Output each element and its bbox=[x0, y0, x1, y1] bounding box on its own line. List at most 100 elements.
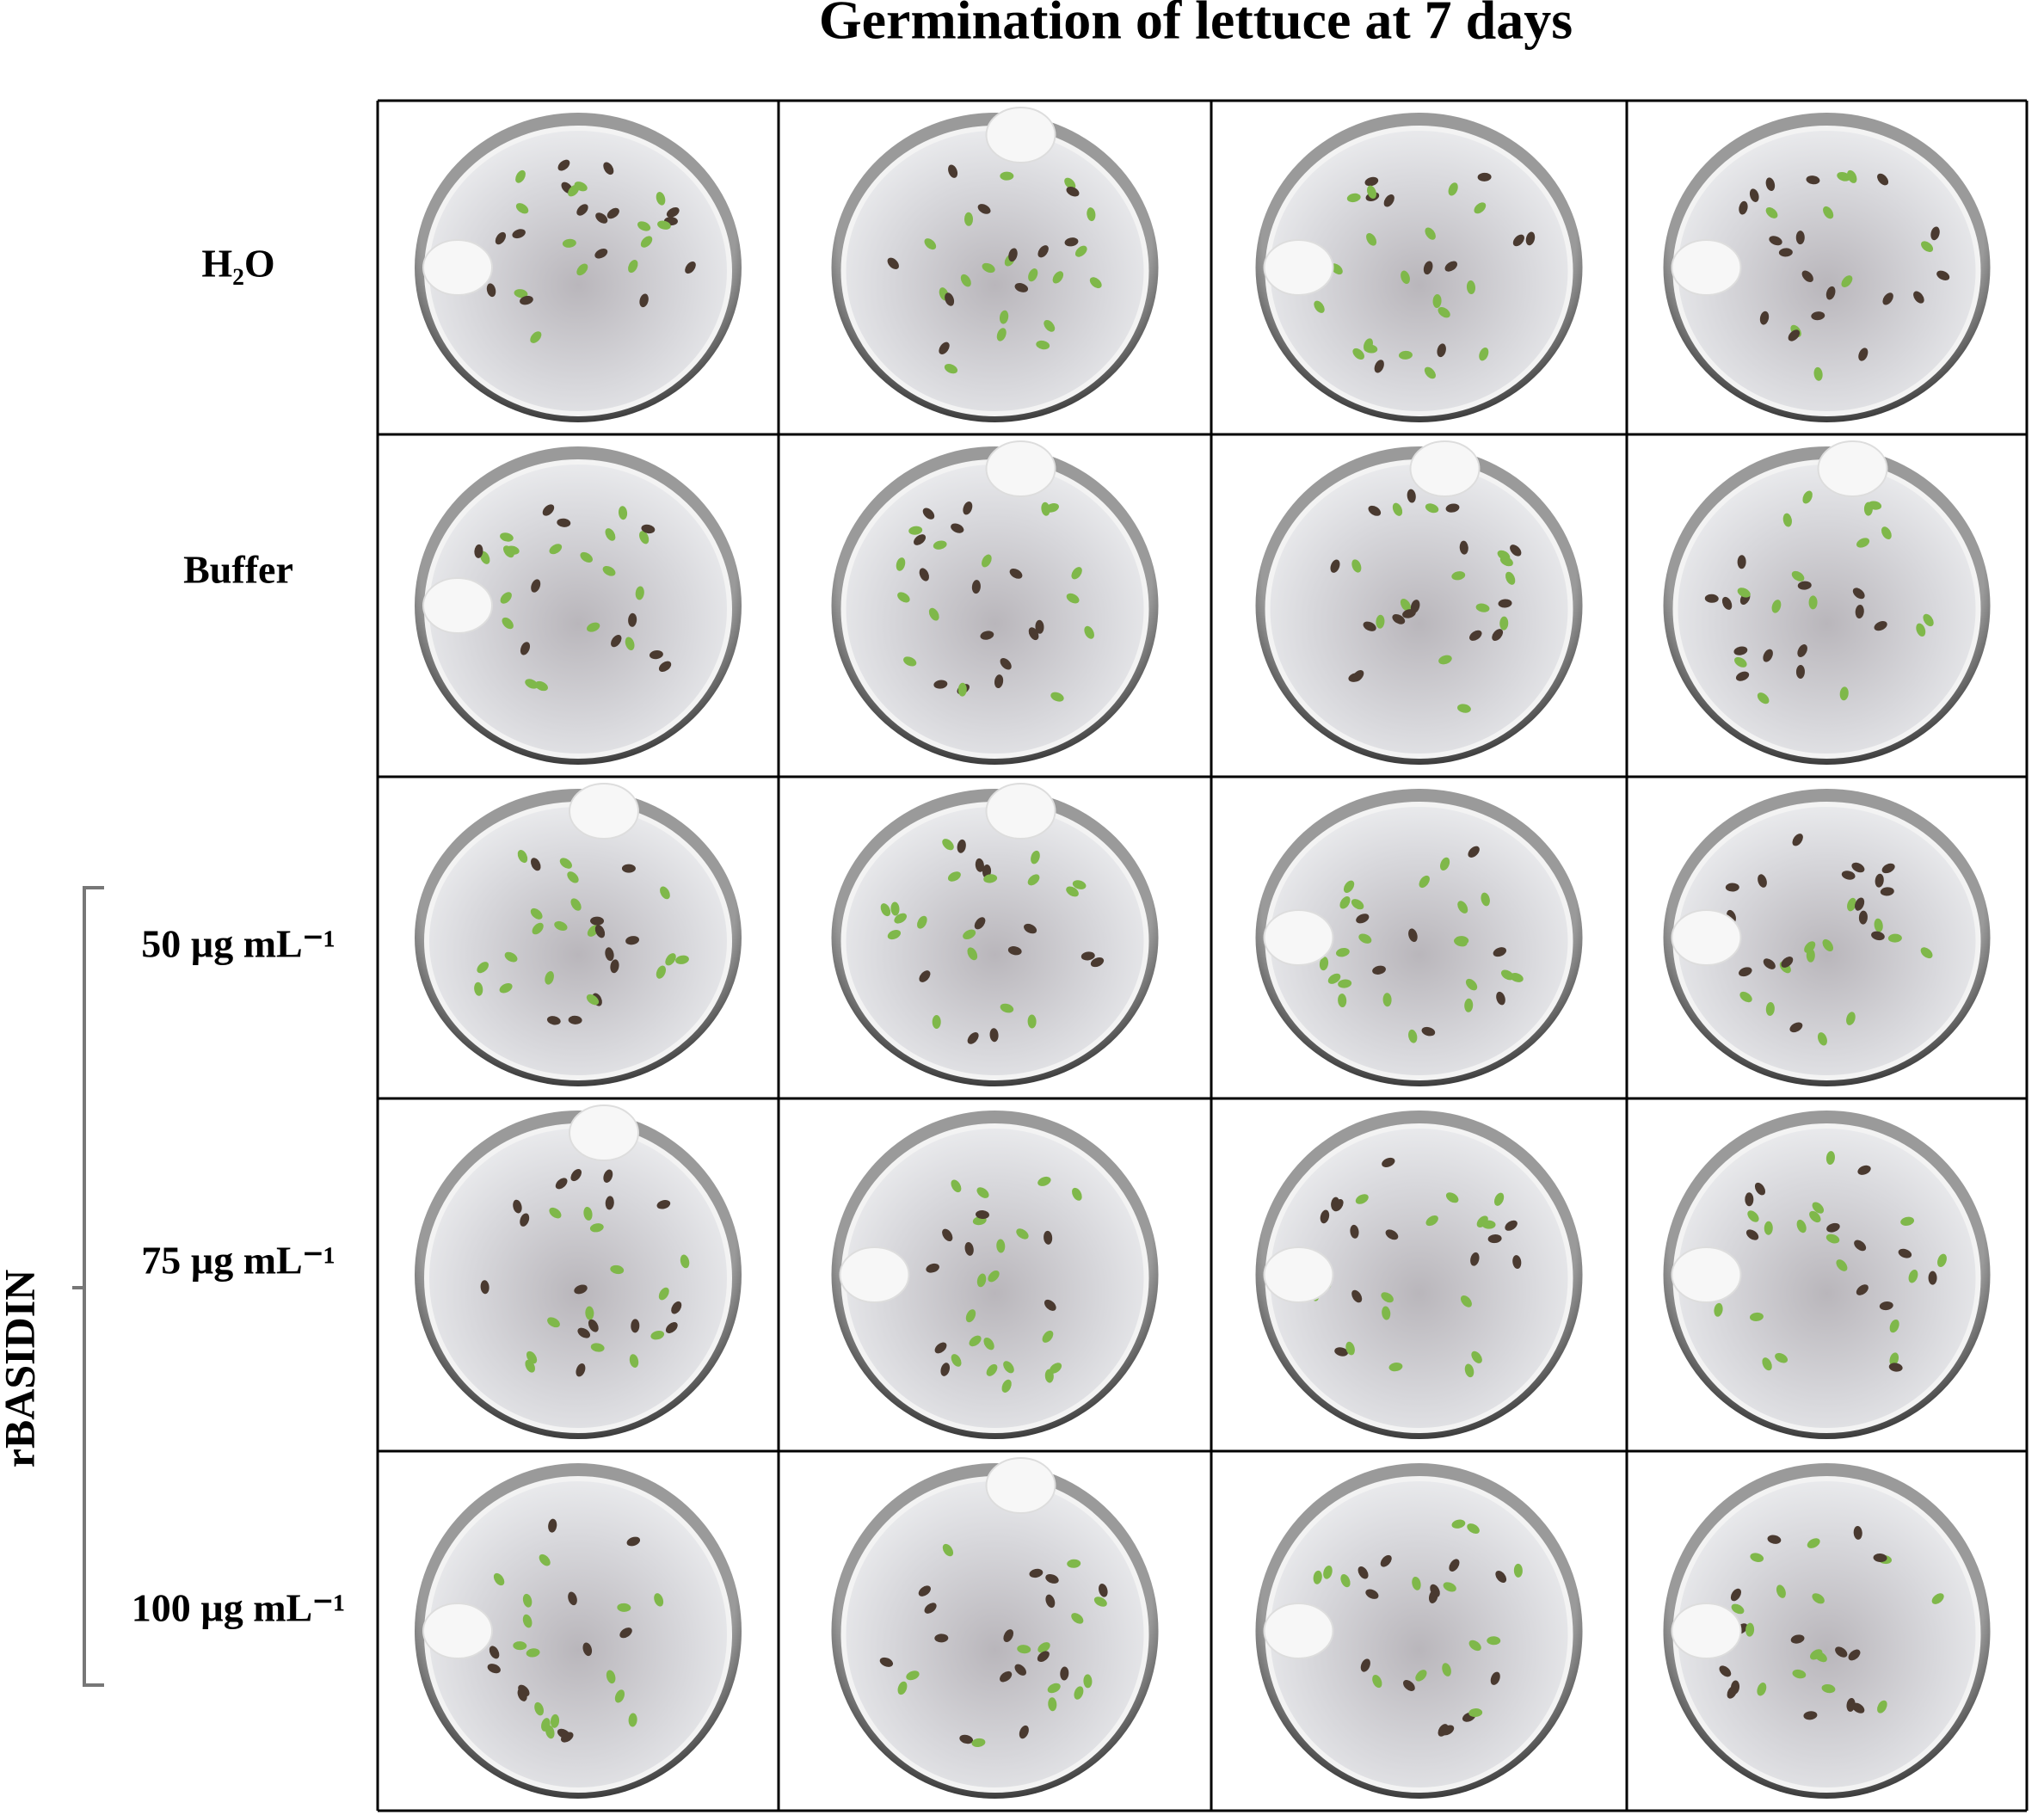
seed bbox=[1889, 1319, 1899, 1333]
seed bbox=[879, 1657, 894, 1667]
seed bbox=[1767, 1535, 1782, 1544]
seed bbox=[517, 1688, 527, 1701]
seed bbox=[1825, 1234, 1840, 1244]
seed bbox=[989, 1028, 999, 1043]
seed bbox=[971, 580, 981, 594]
seed bbox=[1014, 1664, 1026, 1676]
seed bbox=[1338, 994, 1347, 1008]
seed bbox=[1029, 1568, 1044, 1578]
seed bbox=[1795, 664, 1805, 679]
seed bbox=[585, 1306, 594, 1320]
seed bbox=[531, 579, 541, 593]
seed bbox=[982, 262, 995, 274]
seed bbox=[1445, 1192, 1459, 1203]
cotton bbox=[1671, 1246, 1742, 1303]
seed bbox=[1044, 1230, 1053, 1245]
seed bbox=[1822, 938, 1834, 952]
seed bbox=[587, 622, 600, 632]
cotton bbox=[1263, 1246, 1334, 1303]
seed bbox=[983, 874, 998, 883]
seed bbox=[474, 544, 483, 558]
seed bbox=[1737, 588, 1751, 598]
seed bbox=[1797, 644, 1807, 657]
seed bbox=[1037, 1651, 1050, 1662]
seed bbox=[1383, 194, 1394, 207]
filter-paper bbox=[840, 126, 1149, 416]
seed bbox=[1388, 1363, 1403, 1372]
seed bbox=[635, 586, 644, 600]
seed bbox=[942, 1228, 953, 1242]
seed bbox=[933, 680, 948, 689]
seed bbox=[1874, 918, 1883, 932]
seed bbox=[1823, 206, 1834, 219]
seed bbox=[1847, 169, 1857, 183]
seed bbox=[1802, 490, 1813, 504]
seed bbox=[1936, 270, 1950, 280]
seed bbox=[932, 1014, 941, 1029]
seed bbox=[1747, 1210, 1759, 1222]
seed bbox=[1451, 571, 1466, 581]
seed bbox=[1765, 1001, 1775, 1016]
seed bbox=[1412, 1576, 1421, 1590]
seed bbox=[554, 920, 568, 932]
seed bbox=[1392, 502, 1403, 516]
seed bbox=[1490, 1671, 1500, 1685]
plate-photo bbox=[831, 1111, 1159, 1439]
seed bbox=[1319, 957, 1329, 971]
seed bbox=[1889, 1352, 1899, 1366]
seed bbox=[1000, 1670, 1013, 1683]
seed bbox=[1733, 646, 1748, 655]
seed bbox=[542, 504, 555, 516]
cotton bbox=[985, 440, 1056, 497]
seed bbox=[619, 1627, 632, 1639]
seed bbox=[1072, 1187, 1082, 1201]
seed bbox=[1323, 1566, 1333, 1579]
seed bbox=[1358, 1566, 1369, 1579]
seed bbox=[1364, 176, 1379, 187]
seed bbox=[1505, 571, 1516, 585]
seed bbox=[1425, 1215, 1438, 1227]
seed bbox=[526, 1350, 538, 1364]
seed bbox=[526, 1648, 540, 1658]
seed bbox=[890, 901, 900, 916]
seed bbox=[1000, 658, 1012, 670]
seed bbox=[1392, 613, 1406, 624]
seed bbox=[948, 164, 958, 178]
seed bbox=[1027, 1014, 1037, 1029]
seed bbox=[1460, 1295, 1472, 1307]
seed bbox=[1512, 1255, 1522, 1269]
seed bbox=[530, 331, 542, 343]
seed bbox=[1803, 1711, 1818, 1720]
seed bbox=[1050, 692, 1064, 702]
row-label: H₂O bbox=[201, 242, 274, 286]
seed bbox=[1424, 366, 1436, 379]
seed bbox=[1505, 1220, 1518, 1231]
seed bbox=[983, 1337, 994, 1350]
seed bbox=[919, 970, 931, 982]
seed bbox=[1314, 300, 1325, 313]
seed bbox=[880, 903, 891, 917]
seed bbox=[557, 159, 570, 171]
seed bbox=[1027, 874, 1040, 886]
seed bbox=[628, 1713, 637, 1727]
seed bbox=[1351, 559, 1362, 573]
seed bbox=[1438, 306, 1450, 318]
plate-photo bbox=[1663, 440, 1991, 765]
seed bbox=[658, 661, 672, 673]
seed bbox=[671, 1301, 682, 1314]
seed bbox=[567, 871, 579, 883]
seed bbox=[1847, 897, 1856, 912]
seed bbox=[568, 1015, 582, 1024]
seed bbox=[1759, 311, 1770, 325]
seed bbox=[1481, 892, 1490, 907]
seed bbox=[1071, 567, 1082, 580]
seed bbox=[1423, 261, 1433, 275]
seed bbox=[576, 263, 588, 276]
seed bbox=[1430, 1584, 1440, 1597]
seed bbox=[1366, 233, 1377, 246]
seed bbox=[1789, 1022, 1803, 1033]
plate-photo bbox=[415, 783, 742, 1086]
seed bbox=[520, 642, 531, 655]
seed bbox=[1067, 1559, 1081, 1568]
seed bbox=[1093, 1597, 1107, 1607]
